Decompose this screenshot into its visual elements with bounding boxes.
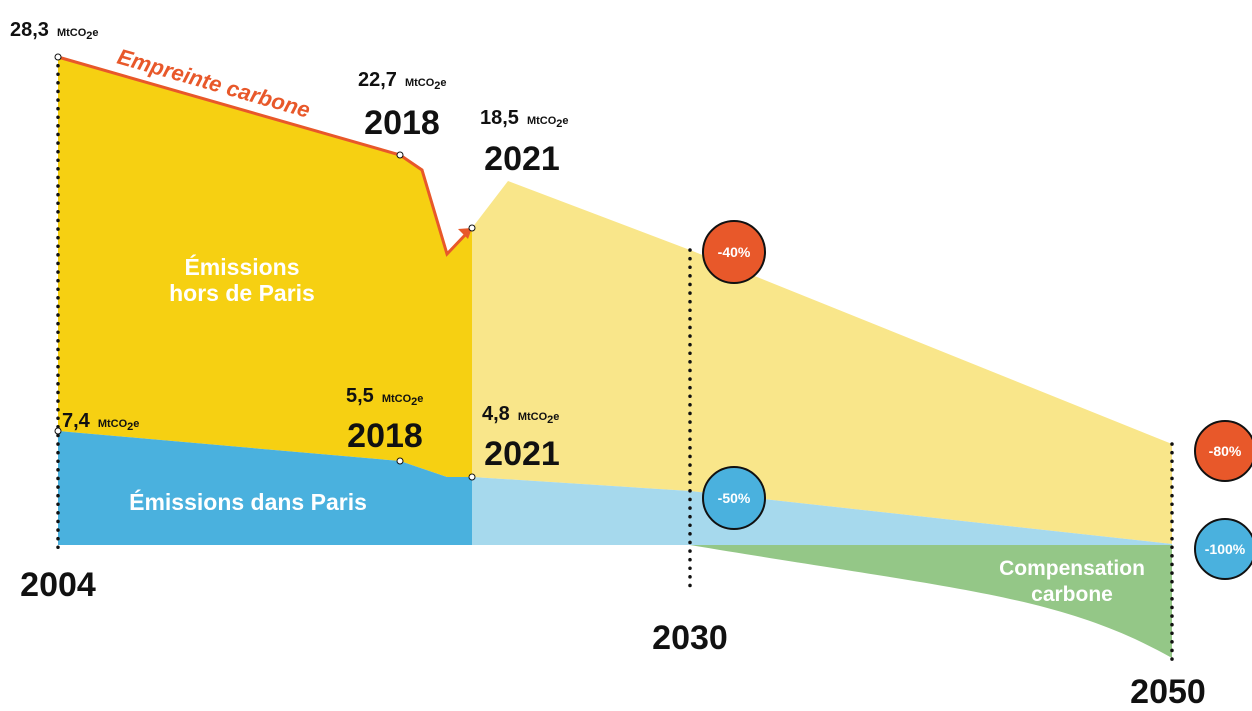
target-badge-2030-paris: -50% bbox=[702, 466, 766, 530]
year-label-2018-top: 2018 bbox=[364, 104, 440, 142]
series-line-empreinte-carbone bbox=[57, 55, 468, 257]
area-dans-paris-history bbox=[58, 431, 472, 545]
data-point-paris-2018 bbox=[396, 457, 404, 465]
svg-text:-50%: -50% bbox=[718, 490, 751, 506]
value-label-empreinte-2018: 22,7 MtCO2e bbox=[358, 69, 447, 92]
area-label-compensation-line2: carbone bbox=[1031, 583, 1113, 606]
value-label-empreinte-2021: 18,5 MtCO2e bbox=[480, 107, 569, 130]
year-label-2018-bottom: 2018 bbox=[347, 417, 423, 455]
target-badge-2050-empreinte: -80% bbox=[1194, 420, 1252, 482]
year-label-2030: 2030 bbox=[652, 619, 728, 657]
value-label-paris-2018: 5,5 MtCO2e bbox=[346, 385, 423, 408]
year-label-2004: 2004 bbox=[20, 566, 96, 604]
area-dans-paris-projection bbox=[472, 477, 1172, 545]
area-hors-paris-history bbox=[58, 57, 472, 477]
area-label-compensation-line1: Compensation bbox=[999, 557, 1145, 580]
year-label-2050: 2050 bbox=[1130, 673, 1206, 711]
value-label-empreinte-2004: 28,3 MtCO2e bbox=[10, 19, 99, 42]
data-point-empreinte-2021 bbox=[468, 224, 476, 232]
data-point-paris-2021 bbox=[468, 473, 476, 481]
target-badge-2050-paris: -100% bbox=[1194, 518, 1252, 580]
empreinte-arrow-head bbox=[458, 228, 472, 239]
area-label-hors-paris-line2: hors de Paris bbox=[169, 280, 315, 306]
data-point-empreinte-2018 bbox=[396, 151, 404, 159]
svg-text:-40%: -40% bbox=[718, 244, 751, 260]
area-hors-paris-projection bbox=[472, 181, 1172, 544]
area-compensation-carbone bbox=[690, 545, 1172, 658]
data-point-empreinte-2004 bbox=[54, 53, 62, 61]
svg-text:-80%: -80% bbox=[1209, 443, 1242, 459]
svg-text:-100%: -100% bbox=[1205, 541, 1246, 557]
value-label-paris-2004: 7,4 MtCO2e bbox=[62, 410, 139, 433]
area-label-hors-paris-line1: Émissions bbox=[184, 253, 299, 280]
year-label-2021-bottom: 2021 bbox=[484, 435, 560, 473]
target-badge-2030-empreinte: -40% bbox=[702, 220, 766, 284]
value-label-paris-2021: 4,8 MtCO2e bbox=[482, 403, 559, 426]
area-label-dans-paris: Émissions dans Paris bbox=[129, 488, 367, 515]
year-label-2021-top: 2021 bbox=[484, 140, 560, 178]
data-point-paris-2004 bbox=[54, 427, 62, 435]
